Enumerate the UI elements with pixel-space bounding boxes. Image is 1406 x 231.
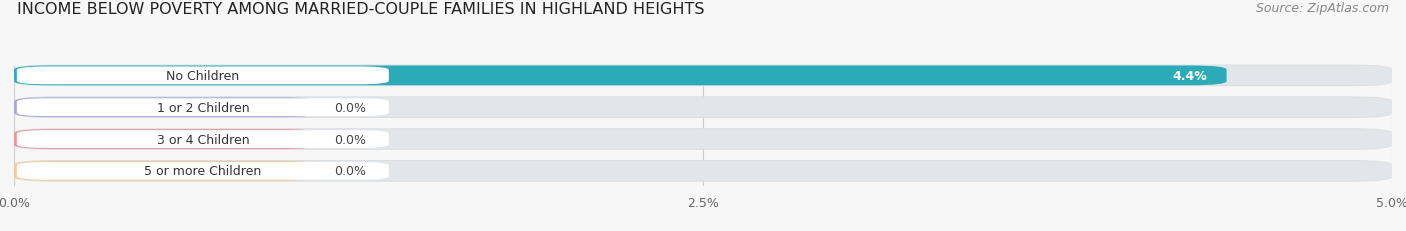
FancyBboxPatch shape <box>14 66 1226 86</box>
Text: No Children: No Children <box>166 70 239 82</box>
FancyBboxPatch shape <box>14 130 1392 149</box>
FancyBboxPatch shape <box>14 98 318 118</box>
Text: 4.4%: 4.4% <box>1173 70 1208 82</box>
Text: 3 or 4 Children: 3 or 4 Children <box>156 133 249 146</box>
FancyBboxPatch shape <box>14 65 1392 87</box>
Text: 0.0%: 0.0% <box>333 165 366 178</box>
FancyBboxPatch shape <box>17 67 389 85</box>
FancyBboxPatch shape <box>14 66 1392 86</box>
FancyBboxPatch shape <box>14 98 1392 118</box>
FancyBboxPatch shape <box>17 99 389 117</box>
FancyBboxPatch shape <box>17 162 389 180</box>
FancyBboxPatch shape <box>14 161 318 181</box>
FancyBboxPatch shape <box>14 161 1392 181</box>
Text: INCOME BELOW POVERTY AMONG MARRIED-COUPLE FAMILIES IN HIGHLAND HEIGHTS: INCOME BELOW POVERTY AMONG MARRIED-COUPL… <box>17 2 704 17</box>
FancyBboxPatch shape <box>14 129 1392 150</box>
Text: 0.0%: 0.0% <box>333 101 366 114</box>
Text: Source: ZipAtlas.com: Source: ZipAtlas.com <box>1256 2 1389 15</box>
FancyBboxPatch shape <box>14 160 1392 182</box>
FancyBboxPatch shape <box>14 97 1392 119</box>
Text: 5 or more Children: 5 or more Children <box>145 165 262 178</box>
Text: 0.0%: 0.0% <box>333 133 366 146</box>
FancyBboxPatch shape <box>17 131 389 148</box>
FancyBboxPatch shape <box>14 130 318 149</box>
Text: 1 or 2 Children: 1 or 2 Children <box>156 101 249 114</box>
